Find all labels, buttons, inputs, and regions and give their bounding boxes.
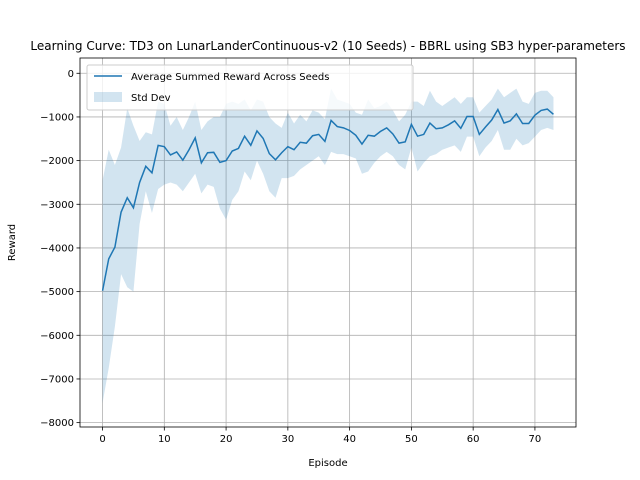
x-tick-label: 0 — [99, 434, 105, 445]
y-axis-ticks: 0 −1000 −2000 −3000 −4000 −5000 −6000 −7000 −800… — [40, 69, 80, 429]
x-tick-label: 20 — [220, 434, 233, 445]
legend: Average Summed Reward Across Seeds Std D… — [86, 64, 414, 111]
chart-title: Learning Curve: TD3 on LunarLanderContin… — [30, 39, 625, 53]
y-axis-label: Reward — [7, 224, 18, 261]
plot-frame — [79, 57, 577, 428]
legend-box — [86, 64, 414, 111]
y-tick-label: −5000 — [40, 287, 74, 298]
average-reward-line — [101, 107, 554, 291]
y-tick-label: −4000 — [40, 243, 74, 254]
x-tick-label: 70 — [529, 434, 542, 445]
std-dev-band — [102, 88, 554, 403]
x-tick-label: 50 — [405, 434, 418, 445]
x-tick-label: 10 — [158, 434, 171, 445]
x-tick-label: 40 — [343, 434, 356, 445]
x-tick-label: 60 — [467, 434, 480, 445]
legend-label-average: Average Summed Reward Across Seeds — [131, 72, 330, 83]
legend-band-swatch — [94, 92, 122, 102]
legend-label-std-dev: Std Dev — [131, 93, 171, 104]
x-axis-label: Episode — [308, 458, 347, 469]
x-tick-label: 30 — [281, 434, 294, 445]
y-tick-label: −1000 — [40, 112, 74, 123]
y-tick-label: −3000 — [40, 200, 74, 211]
grid-lines — [80, 58, 576, 427]
y-tick-label: −2000 — [40, 156, 74, 167]
y-tick-label: −7000 — [40, 374, 74, 385]
y-tick-label: 0 — [68, 69, 74, 80]
x-axis-ticks: 0 10 20 30 40 50 60 70 — [99, 427, 541, 445]
y-tick-label: −8000 — [40, 418, 74, 429]
y-tick-label: −6000 — [40, 331, 74, 342]
